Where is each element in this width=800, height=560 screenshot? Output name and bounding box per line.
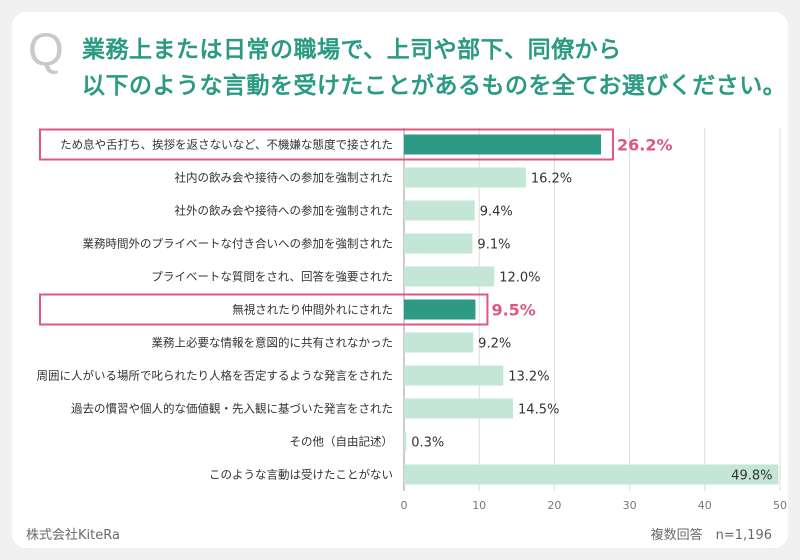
- sample-note: 複数回答 n=1,196: [650, 528, 772, 543]
- bar: [404, 233, 473, 254]
- highlight-box: [39, 128, 615, 161]
- value-label: 14.5%: [518, 403, 559, 418]
- x-tick-label: 0: [401, 499, 408, 512]
- category-label: 無視されたり仲間外れにされた: [232, 303, 393, 317]
- bar: [404, 398, 514, 419]
- x-tick-label: 30: [623, 499, 637, 512]
- x-tick-label: 40: [698, 499, 712, 512]
- bar: [404, 365, 504, 386]
- category-label: プライベートな質問をされ、回答を強要された: [151, 270, 393, 284]
- x-tick-label: 50: [773, 499, 787, 512]
- value-label: 49.8%: [731, 469, 772, 484]
- value-label: 9.4%: [480, 205, 513, 220]
- value-label: 9.5%: [491, 301, 535, 320]
- x-tick-label: 10: [472, 499, 486, 512]
- category-label: 業務時間外のプライベートな付き合いへの参加を強制された: [83, 237, 394, 251]
- value-label: 12.0%: [499, 271, 540, 286]
- bar: [404, 134, 602, 155]
- bar: [404, 332, 474, 353]
- question-title: 業務上または日常の職場で、上司や部下、同僚から 以下のような言動を受けたことがあ…: [82, 32, 787, 104]
- value-label: 0.3%: [411, 436, 444, 451]
- bar: [404, 167, 526, 188]
- question-title-line1: 業務上または日常の職場で、上司や部下、同僚から: [82, 37, 622, 63]
- category-label: その他（自由記述）: [290, 435, 394, 449]
- question-title-line2: 以下のような言動を受けたことがあるものを全てお選びください。: [82, 73, 787, 99]
- bar: [404, 431, 407, 452]
- bar: [404, 299, 476, 320]
- highlight-box: [39, 293, 489, 326]
- chart-card: [12, 12, 788, 548]
- category-label: 業務上必要な情報を意図的に共有されなかった: [152, 336, 394, 350]
- bar: [404, 200, 475, 221]
- category-label: 社外の飲み会や接待への参加を強制された: [175, 204, 394, 218]
- question-mark: Q: [28, 23, 64, 75]
- value-label: 26.2%: [617, 136, 673, 155]
- category-label: 周囲に人がいる場所で叱られたり人格を否定するような発言をされた: [37, 369, 394, 383]
- bar: [404, 464, 779, 485]
- category-label: このような言動は受けたことがない: [209, 468, 393, 482]
- category-label: 社内の飲み会や接待への参加を強制された: [175, 171, 394, 185]
- category-label: ため息や舌打ち、挨拶を返さないなど、不機嫌な態度で接された: [60, 138, 393, 152]
- value-label: 13.2%: [508, 370, 549, 385]
- value-label: 9.1%: [477, 238, 510, 253]
- value-label: 9.2%: [478, 337, 511, 352]
- bar: [404, 266, 495, 287]
- value-label: 16.2%: [531, 172, 572, 187]
- category-label: 過去の慣習や個人的な価値観・先入観に基づいた発言をされた: [71, 402, 393, 416]
- company-name: 株式会社KiteRa: [26, 528, 120, 543]
- x-tick-label: 20: [547, 499, 561, 512]
